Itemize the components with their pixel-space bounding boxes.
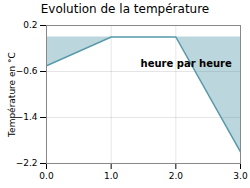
svg-text:−1.4: −1.4 xyxy=(16,112,38,122)
svg-text:0.0: 0.0 xyxy=(39,171,54,181)
svg-text:Température en °C: Température en °C xyxy=(7,52,17,138)
svg-text:−0.6: −0.6 xyxy=(16,66,38,76)
svg-text:2.0: 2.0 xyxy=(169,171,184,181)
svg-text:1.0: 1.0 xyxy=(104,171,119,181)
html-text:Evolution de la température: Evolution de la température xyxy=(40,2,210,16)
svg-text:heure par heure: heure par heure xyxy=(141,58,232,69)
svg-text:−2.2: −2.2 xyxy=(16,158,38,168)
svg-text:0.2: 0.2 xyxy=(23,20,37,30)
svg-text:3.0: 3.0 xyxy=(233,171,248,181)
